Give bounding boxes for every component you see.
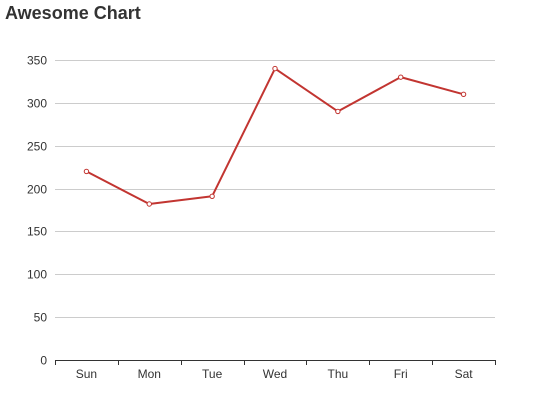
data-point — [335, 108, 341, 115]
series-layer — [83, 65, 467, 207]
y-tick-label: 300 — [27, 97, 47, 111]
x-tick-label: Mon — [138, 367, 161, 381]
data-point — [398, 74, 404, 80]
y-tick-label: 250 — [27, 140, 47, 154]
y-tick-label: 150 — [27, 225, 47, 239]
chart-title: Awesome Chart — [5, 3, 141, 23]
y-tick-label: 50 — [34, 311, 48, 325]
series-line — [85, 67, 464, 205]
x-tick-label: Thu — [328, 367, 349, 381]
x-tick-label: Tue — [202, 367, 223, 381]
y-tick-label: 0 — [40, 354, 47, 368]
data-point — [272, 65, 278, 72]
data-point — [209, 193, 215, 199]
y-tick-label: 350 — [27, 54, 47, 68]
data-point — [146, 201, 152, 207]
data-point — [460, 91, 467, 97]
tick-labels: 0 50 100 150 200 250 300 350 Sun Mon Tue Wed Thu Fri S… — [27, 54, 473, 382]
x-tick-label: Fri — [394, 367, 408, 381]
grid-lines — [55, 60, 495, 318]
y-tick-label: 200 — [27, 183, 47, 197]
axes — [55, 360, 496, 365]
y-tick-label: 100 — [27, 268, 47, 282]
data-point — [83, 168, 90, 175]
x-tick-label: Sun — [76, 367, 97, 381]
x-tick-label: Wed — [263, 367, 287, 381]
x-tick-label: Sat — [455, 367, 474, 381]
